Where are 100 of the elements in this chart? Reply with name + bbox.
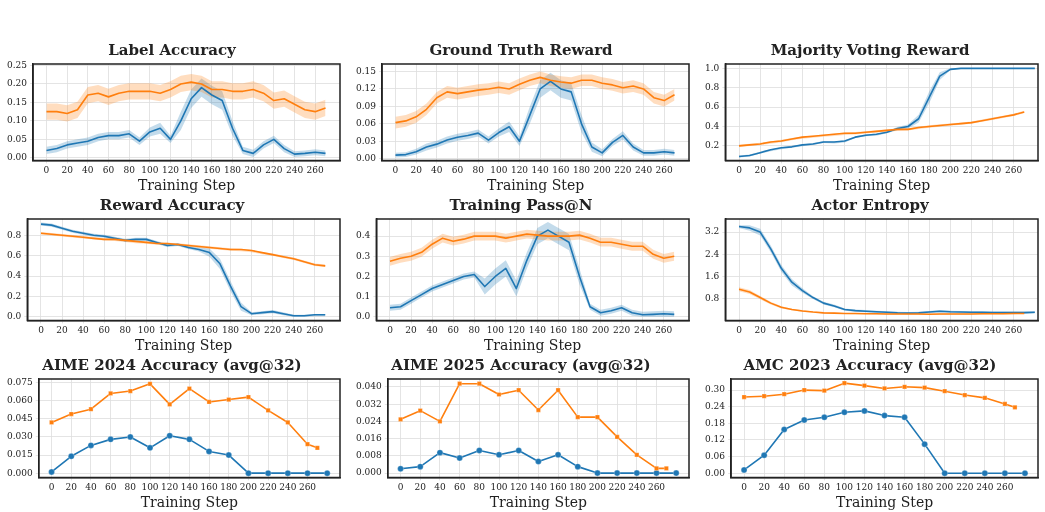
- x-tick-label: 120: [510, 165, 529, 176]
- x-tick-label: 120: [857, 165, 875, 176]
- point: [285, 420, 291, 425]
- point: [147, 381, 153, 387]
- y-tick-label: 0.008: [356, 450, 383, 461]
- y-tick-label: 1.6: [704, 271, 720, 282]
- y-tick-label: 0.15: [355, 65, 377, 76]
- y-tick-label: 0.000: [7, 467, 34, 478]
- x-tick-label: 20: [754, 325, 767, 336]
- point: [265, 408, 271, 413]
- y-tick-label: 0.18: [704, 417, 726, 428]
- y-tick-label: 0.00: [6, 152, 28, 163]
- x-tick-label: 140: [531, 165, 550, 176]
- point: [304, 469, 311, 477]
- point: [107, 436, 114, 443]
- x-tick-label: 80: [817, 165, 830, 176]
- point: [206, 399, 212, 405]
- x-tick-label: 180: [221, 325, 240, 336]
- point: [862, 383, 867, 389]
- point: [761, 393, 767, 399]
- y-tick-label: 0.6: [6, 249, 22, 260]
- point: [574, 463, 582, 470]
- x-tick-label: 240: [634, 325, 652, 336]
- point: [941, 469, 948, 477]
- y-tick-label: 0.12: [355, 83, 377, 94]
- x-tick-label: 200: [244, 165, 263, 176]
- point: [663, 465, 669, 471]
- x-tick-label: 140: [182, 165, 201, 176]
- chart-title: Training Pass@N: [449, 195, 593, 214]
- x-axis-title: Training Step: [135, 337, 233, 354]
- x-tick-label: 80: [119, 325, 132, 336]
- x-tick-label: 180: [920, 165, 939, 176]
- x-tick-label: 60: [98, 325, 111, 336]
- x-axis-title: Training Step: [835, 494, 934, 511]
- x-tick-label: 40: [431, 165, 443, 176]
- point: [495, 451, 503, 459]
- x-tick-label: 0: [392, 165, 399, 176]
- x-tick-label: 20: [410, 165, 423, 176]
- x-tick-label: 240: [628, 482, 646, 493]
- point: [87, 442, 95, 449]
- point: [1002, 401, 1008, 407]
- y-tick-label: 0.24: [704, 401, 726, 412]
- x-tick-label: 40: [426, 325, 439, 336]
- point: [68, 411, 74, 417]
- point: [127, 388, 133, 394]
- x-tick-label: 60: [796, 325, 809, 336]
- x-tick-label: 20: [61, 165, 74, 176]
- x-axis-title: Training Step: [486, 177, 585, 194]
- x-tick-label: 100: [490, 482, 508, 493]
- x-tick-label: 180: [569, 482, 587, 493]
- x-tick-label: 140: [878, 165, 896, 176]
- y-tick-label: 0.1: [355, 290, 371, 301]
- point: [922, 385, 928, 390]
- x-tick-label: 200: [593, 165, 612, 176]
- x-tick-label: 40: [775, 325, 788, 336]
- point: [476, 381, 482, 387]
- x-tick-label: 260: [655, 325, 673, 336]
- y-tick-label: 0.06: [355, 118, 377, 129]
- x-tick-label: 20: [56, 325, 69, 336]
- x-tick-label: 0: [43, 165, 50, 176]
- point: [595, 414, 600, 420]
- point: [942, 388, 948, 394]
- y-tick-label: 0.015: [7, 449, 34, 460]
- x-tick-label: 160: [549, 482, 567, 493]
- x-tick-label: 60: [104, 482, 117, 493]
- point: [634, 452, 640, 458]
- point: [397, 465, 404, 473]
- x-tick-label: 140: [529, 482, 548, 493]
- x-tick-label: 200: [242, 325, 261, 336]
- y-tick-label: 0.10: [6, 115, 28, 126]
- y-tick-label: 0.3: [355, 250, 371, 261]
- x-tick-label: 140: [180, 482, 199, 493]
- point: [801, 416, 808, 424]
- point: [225, 451, 233, 459]
- x-tick-label: 100: [141, 165, 159, 176]
- x-tick-label: 80: [473, 482, 486, 493]
- x-tick-label: 20: [405, 325, 418, 336]
- x-tick-label: 60: [798, 482, 811, 493]
- point: [921, 440, 928, 448]
- y-tick-label: 0.2: [355, 270, 371, 281]
- x-tick-label: 80: [817, 325, 830, 336]
- point: [633, 469, 641, 477]
- y-tick-label: 0.25: [6, 59, 28, 70]
- y-tick-label: 0.05: [6, 133, 28, 144]
- point: [88, 406, 94, 412]
- x-tick-label: 0: [736, 325, 743, 336]
- x-tick-label: 140: [179, 325, 198, 336]
- chart-title: Actor Entropy: [810, 195, 930, 214]
- x-tick-label: 160: [552, 165, 570, 176]
- y-tick-label: 1.0: [704, 62, 720, 73]
- point: [901, 414, 908, 421]
- y-tick-label: 0.06: [704, 450, 726, 461]
- x-tick-label: 0: [736, 165, 743, 176]
- point: [167, 401, 173, 407]
- x-tick-label: 20: [414, 482, 427, 493]
- x-tick-label: 80: [468, 325, 481, 336]
- x-tick-label: 0: [387, 325, 394, 336]
- point: [881, 412, 888, 419]
- x-tick-label: 200: [941, 165, 960, 176]
- point: [205, 448, 213, 455]
